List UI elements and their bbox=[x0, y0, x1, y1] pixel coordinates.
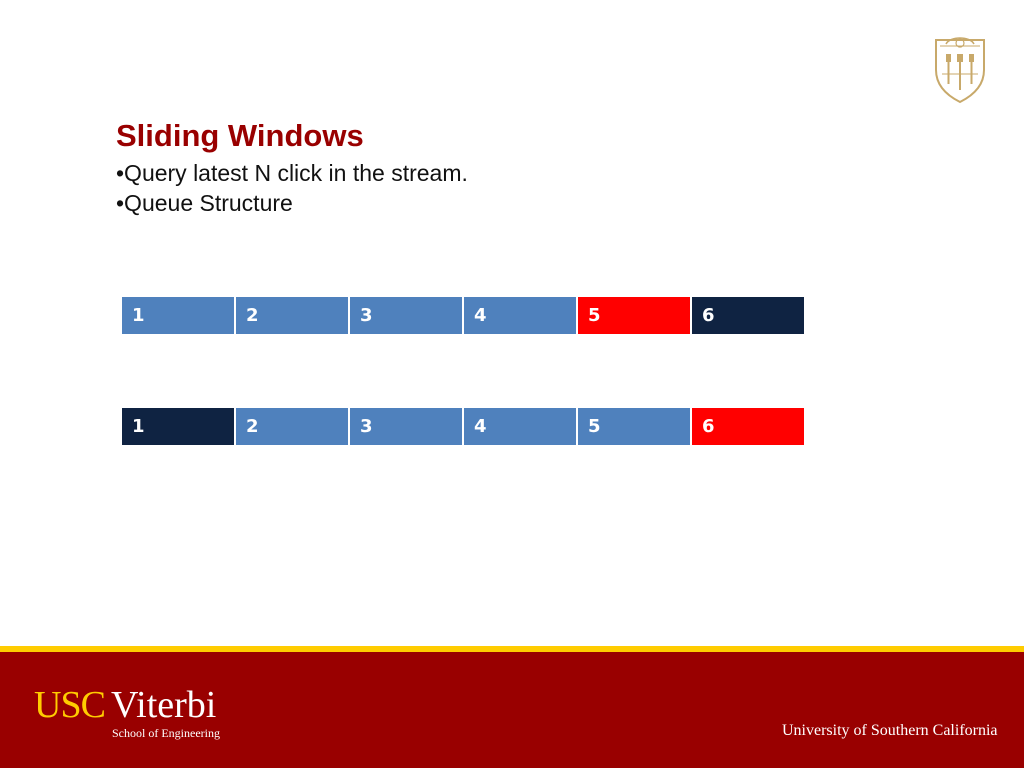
queue-cell: 5 bbox=[578, 297, 690, 334]
usc-logo-text: USC bbox=[34, 684, 106, 726]
queue-cell: 6 bbox=[692, 297, 804, 334]
footer-bar bbox=[0, 652, 1024, 768]
queue-cell: 3 bbox=[350, 297, 462, 334]
bullet-item: •Query latest N click in the stream. bbox=[116, 160, 468, 186]
bullet-list: •Query latest N click in the stream. •Qu… bbox=[116, 158, 468, 218]
school-of-engineering-text: School of Engineering bbox=[112, 726, 220, 740]
queue-cell: 2 bbox=[236, 408, 348, 445]
queue-cell: 1 bbox=[122, 408, 234, 445]
university-name: University of Southern California bbox=[782, 722, 998, 739]
footer-stripe bbox=[0, 646, 1024, 652]
queue-cell: 6 bbox=[692, 408, 804, 445]
usc-seal-icon bbox=[935, 37, 985, 104]
queue-cell: 3 bbox=[350, 408, 462, 445]
queue-cell: 2 bbox=[236, 297, 348, 334]
viterbi-logo-text: Viterbi bbox=[111, 684, 217, 726]
queue-cell: 1 bbox=[122, 297, 234, 334]
queue-cell: 5 bbox=[578, 408, 690, 445]
queue-cell: 4 bbox=[464, 297, 576, 334]
slide-title: Sliding Windows bbox=[116, 118, 364, 153]
queue-cell: 4 bbox=[464, 408, 576, 445]
queue-row-before: 1 2 3 4 5 6 bbox=[122, 297, 804, 334]
bullet-item: •Queue Structure bbox=[116, 190, 293, 216]
queue-row-after: 1 2 3 4 5 6 bbox=[122, 408, 804, 445]
